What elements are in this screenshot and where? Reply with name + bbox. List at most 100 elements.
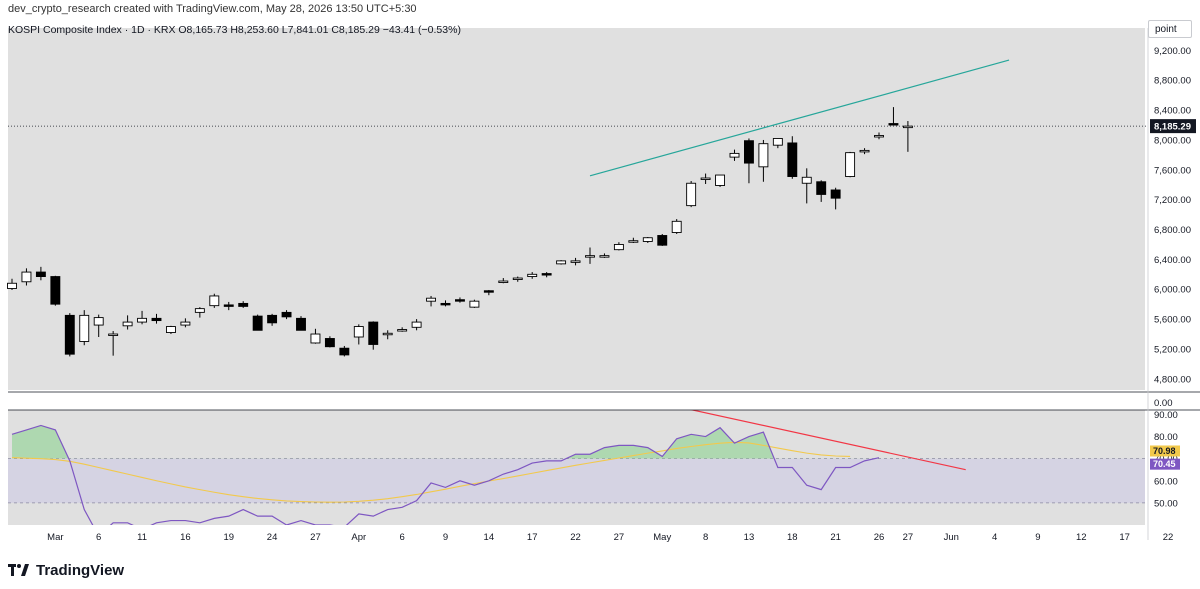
candle-body-up bbox=[671, 220, 682, 233]
date-tick-label: 21 bbox=[830, 532, 841, 543]
date-tick-label: 22 bbox=[1163, 532, 1174, 543]
candle bbox=[541, 272, 552, 278]
candle-body-down bbox=[252, 315, 263, 331]
candle bbox=[787, 136, 798, 179]
candle bbox=[7, 278, 17, 290]
candle-body-up bbox=[108, 333, 119, 336]
price-tick-label: 8,000.00 bbox=[1154, 135, 1191, 146]
candle-body-up bbox=[353, 326, 364, 338]
date-tick-label: 9 bbox=[1035, 532, 1040, 543]
rsi-value-label: 70.45 bbox=[1153, 459, 1176, 469]
chart-area[interactable]: 9,200.00 8,800.00 8,400.00 8,000.00 7,600.00… bbox=[0, 20, 1200, 550]
candle-body-up bbox=[628, 240, 639, 243]
candle-body-up bbox=[700, 177, 711, 180]
chart-canvas[interactable]: 9,200.00 8,800.00 8,400.00 8,000.00 7,600.00… bbox=[0, 20, 1200, 550]
candle-body-up bbox=[310, 333, 321, 344]
candle-body-down bbox=[830, 189, 841, 199]
candle bbox=[772, 138, 783, 149]
candle-body-up bbox=[122, 321, 133, 327]
price-tick-label: 4,800.00 bbox=[1154, 374, 1191, 385]
scale-mode-button[interactable]: point bbox=[1148, 20, 1192, 38]
rsi-value-label: 70.98 bbox=[1153, 446, 1176, 456]
candle-body-down bbox=[50, 276, 61, 305]
candle bbox=[50, 275, 61, 306]
price-tick-label: 7,600.00 bbox=[1154, 165, 1191, 176]
candle bbox=[324, 336, 335, 348]
candle-body-down bbox=[324, 338, 335, 348]
candle bbox=[744, 138, 754, 184]
candle-body-up bbox=[209, 295, 220, 307]
candle bbox=[382, 330, 393, 340]
candle bbox=[585, 247, 595, 264]
candle-body-up bbox=[512, 277, 523, 280]
date-tick-label: 27 bbox=[903, 532, 914, 543]
date-tick-label: May bbox=[653, 532, 671, 543]
price-tick-label: 6,000.00 bbox=[1154, 285, 1191, 296]
candle-body-up bbox=[397, 329, 408, 332]
candle-body-down bbox=[816, 181, 827, 195]
candle-body-up bbox=[729, 152, 740, 158]
candle-body-down bbox=[657, 235, 668, 246]
price-tick-label: 8,800.00 bbox=[1154, 76, 1191, 87]
candle-body-up bbox=[570, 260, 581, 263]
candle bbox=[440, 300, 451, 307]
candle bbox=[137, 310, 148, 325]
candle bbox=[874, 132, 884, 140]
candle-body-up bbox=[902, 125, 913, 129]
candle bbox=[296, 316, 306, 331]
rsi-ma-line bbox=[11, 441, 851, 503]
rsi-tick-label: 60.00 bbox=[1154, 476, 1178, 487]
candle-body-down bbox=[744, 140, 754, 164]
candle bbox=[758, 139, 769, 182]
candle bbox=[35, 266, 46, 281]
date-tick-label: 17 bbox=[1119, 532, 1130, 543]
date-tick-label: 26 bbox=[874, 532, 885, 543]
rsi-tick-label: 0.00 bbox=[1154, 398, 1173, 409]
candle bbox=[252, 314, 263, 331]
candle-body-up bbox=[801, 176, 812, 184]
candle bbox=[512, 276, 523, 282]
date-tick-label: 17 bbox=[527, 532, 538, 543]
price-tick-label: 8,400.00 bbox=[1154, 106, 1191, 117]
candle-body-down bbox=[483, 290, 494, 293]
rsi-pane bbox=[8, 410, 1145, 525]
date-tick-label: 16 bbox=[180, 532, 191, 543]
candle-body-up bbox=[165, 326, 176, 333]
candle bbox=[715, 174, 725, 187]
candle bbox=[801, 168, 812, 204]
date-tick-label: 11 bbox=[137, 532, 147, 543]
candle bbox=[238, 301, 249, 308]
chart-attribution: dev_crypto_research created with Trading… bbox=[8, 3, 417, 15]
candle-body-up bbox=[859, 149, 870, 153]
candle-body-down bbox=[296, 317, 306, 331]
candle bbox=[122, 315, 133, 330]
candle-body-down bbox=[888, 123, 899, 126]
date-tick-label: 27 bbox=[614, 532, 625, 543]
candle-body-up bbox=[21, 271, 32, 283]
candle bbox=[527, 272, 538, 279]
candle-body-up bbox=[469, 300, 480, 308]
candle-body-up bbox=[599, 255, 610, 258]
candle-body-up bbox=[758, 143, 769, 168]
candle-body-up bbox=[180, 321, 191, 326]
candle-body-up bbox=[426, 297, 436, 302]
date-tick-label: 22 bbox=[570, 532, 581, 543]
candle-body-up bbox=[79, 314, 90, 342]
candle-body-down bbox=[64, 314, 75, 355]
candle-body-up bbox=[556, 260, 567, 265]
candle bbox=[353, 324, 364, 345]
date-tick-label: Apr bbox=[351, 532, 366, 543]
candle-body-down bbox=[339, 347, 350, 356]
rsi-value-badge bbox=[1150, 445, 1180, 457]
candle-body-up bbox=[772, 138, 783, 146]
rsi-overbought-fill bbox=[12, 425, 879, 459]
candle bbox=[570, 257, 581, 266]
date-tick-label: 6 bbox=[400, 532, 405, 543]
candle-body-down bbox=[151, 317, 162, 322]
candle bbox=[209, 293, 220, 308]
candle-body-down bbox=[787, 142, 798, 177]
candle bbox=[426, 295, 436, 307]
tradingview-footer: TradingView bbox=[8, 561, 124, 579]
candle-body-down bbox=[368, 321, 379, 345]
rsi-value-badge bbox=[1150, 458, 1180, 470]
